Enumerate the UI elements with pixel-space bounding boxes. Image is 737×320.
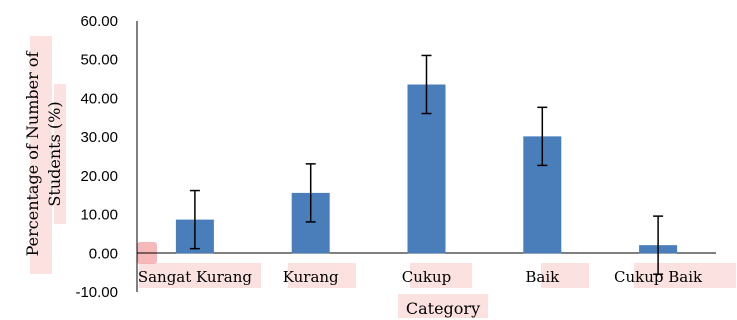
y-tick-label: 10.00 bbox=[80, 207, 118, 224]
label-highlight bbox=[541, 263, 589, 288]
y-axis-title: Percentage of Number of Students (%) bbox=[23, 51, 64, 257]
label-highlight bbox=[288, 263, 356, 288]
y-tick-label: 20.00 bbox=[80, 168, 118, 185]
category-label: Cukup Baik bbox=[614, 268, 703, 286]
category-label: Sangat Kurang bbox=[138, 268, 253, 286]
y-tick-label: 0.00 bbox=[89, 245, 118, 262]
y-tick-label: 30.00 bbox=[80, 129, 118, 146]
y-tick-label: 50.00 bbox=[80, 52, 118, 69]
y-tick-label: 60.00 bbox=[80, 13, 118, 30]
x-axis-title: Category bbox=[406, 299, 480, 318]
label-highlight bbox=[634, 263, 736, 288]
label-highlight bbox=[54, 84, 66, 224]
category-label: Kurang bbox=[283, 268, 339, 286]
label-highlight bbox=[139, 263, 261, 288]
y-tick-label: 40.00 bbox=[80, 90, 118, 107]
y-tick-label: -10.00 bbox=[75, 284, 118, 301]
y-axis-ticks: -10.00 0.00 10.00 20.00 30.00 40.00 50.00 60.00 bbox=[75, 13, 118, 301]
error-bars bbox=[189, 54, 664, 275]
label-highlight bbox=[30, 36, 52, 274]
category-label: Baik bbox=[525, 268, 560, 286]
y-axis-title-line: Students (%) bbox=[45, 101, 64, 206]
label-highlights bbox=[30, 36, 736, 318]
label-highlight bbox=[398, 294, 488, 318]
y-axis-title-line: Percentage of Number of bbox=[23, 51, 42, 257]
category-label: Cukup bbox=[402, 268, 452, 286]
category-labels: Sangat Kurang Kurang Cukup Baik Cukup Baik bbox=[138, 268, 703, 286]
label-highlight bbox=[410, 263, 472, 288]
